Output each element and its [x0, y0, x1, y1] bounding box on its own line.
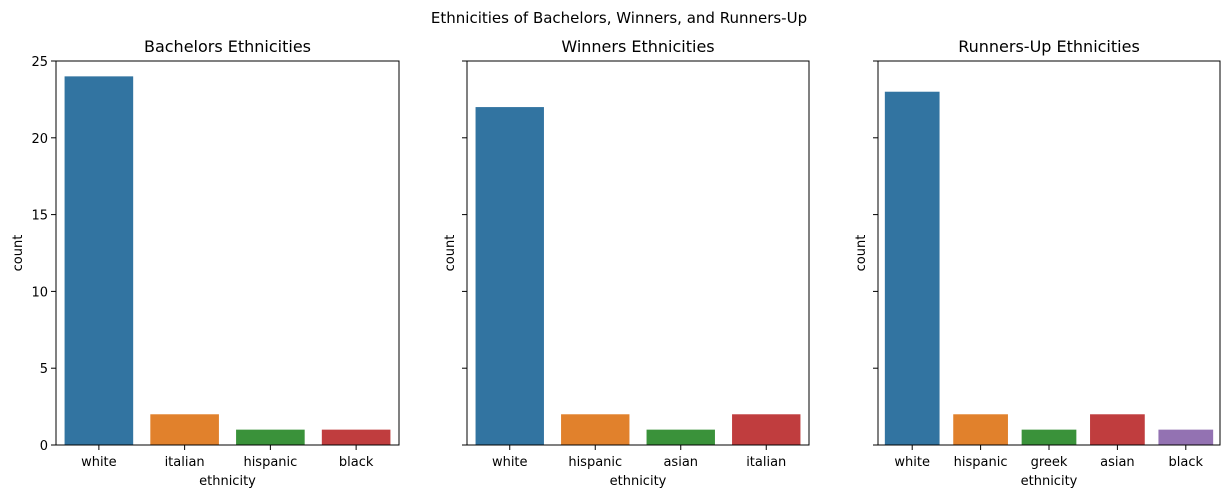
- panel-title: Winners Ethnicities: [561, 37, 714, 56]
- y-tick-label: 10: [31, 285, 48, 300]
- y-axis-label: count: [443, 235, 458, 272]
- x-tick-label-white: white: [894, 455, 930, 470]
- bar-italian: [150, 414, 219, 445]
- x-tick-label-asian: asian: [1100, 455, 1135, 470]
- bar-hispanic: [561, 414, 630, 445]
- bar-white: [475, 107, 544, 445]
- axes-frame: [466, 60, 810, 446]
- chart-panel-3: white hispanic greek asian black Runners-Up E…: [854, 37, 1221, 489]
- bar-white: [64, 76, 134, 446]
- bar-hispanic: [236, 429, 305, 445]
- x-axis-label: ethnicity: [1021, 474, 1078, 489]
- x-tick-label-greek: greek: [1031, 455, 1068, 470]
- y-tick-label: 20: [31, 132, 48, 147]
- x-tick-label-asian: asian: [663, 455, 698, 470]
- x-tick-label-white: white: [81, 455, 117, 470]
- bar-asian: [1090, 414, 1145, 445]
- bar-hispanic: [953, 414, 1008, 445]
- panel-title: Bachelors Ethnicities: [144, 37, 311, 56]
- bar-black: [321, 429, 391, 445]
- figure-title: Ethnicities of Bachelors, Winners, and R…: [431, 9, 807, 27]
- x-tick-label-white: white: [492, 455, 528, 470]
- bar-white: [884, 91, 940, 445]
- y-tick-label: 25: [31, 55, 48, 70]
- x-axis-label: ethnicity: [610, 474, 667, 489]
- x-tick-label-hispanic: hispanic: [243, 455, 297, 470]
- x-tick-label-hispanic: hispanic: [954, 455, 1008, 470]
- bar-asian: [646, 429, 715, 445]
- chart-panels: 0 5 10 15 20 25 white italian hispanic black Bache…: [11, 37, 1221, 489]
- bar-italian: [732, 414, 801, 445]
- bar-black: [1158, 429, 1214, 445]
- y-axis-label: count: [11, 235, 26, 272]
- bar-greek: [1021, 429, 1077, 445]
- y-tick-label: 5: [40, 362, 48, 377]
- y-tick-label: 0: [40, 439, 48, 454]
- y-tick-label: 15: [31, 209, 48, 224]
- axes-frame: [55, 60, 400, 446]
- chart-panel-1: 0 5 10 15 20 25 white italian hispanic black Bache…: [11, 37, 400, 489]
- chart-panel-2: white hispanic asian italian Winners Ethnici…: [443, 37, 810, 489]
- panel-title: Runners-Up Ethnicities: [958, 37, 1140, 56]
- x-tick-label-hispanic: hispanic: [568, 455, 622, 470]
- x-tick-label-black: black: [339, 455, 374, 470]
- x-axis-label: ethnicity: [199, 474, 256, 489]
- x-tick-label-italian: italian: [746, 455, 786, 470]
- x-tick-label-black: black: [1169, 455, 1204, 470]
- x-tick-label-italian: italian: [165, 455, 205, 470]
- y-axis-label: count: [854, 235, 869, 272]
